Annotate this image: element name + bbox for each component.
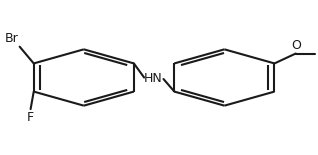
Text: O: O	[291, 39, 301, 52]
Text: F: F	[27, 111, 34, 124]
Text: Br: Br	[4, 32, 18, 45]
Text: HN: HN	[144, 72, 163, 85]
